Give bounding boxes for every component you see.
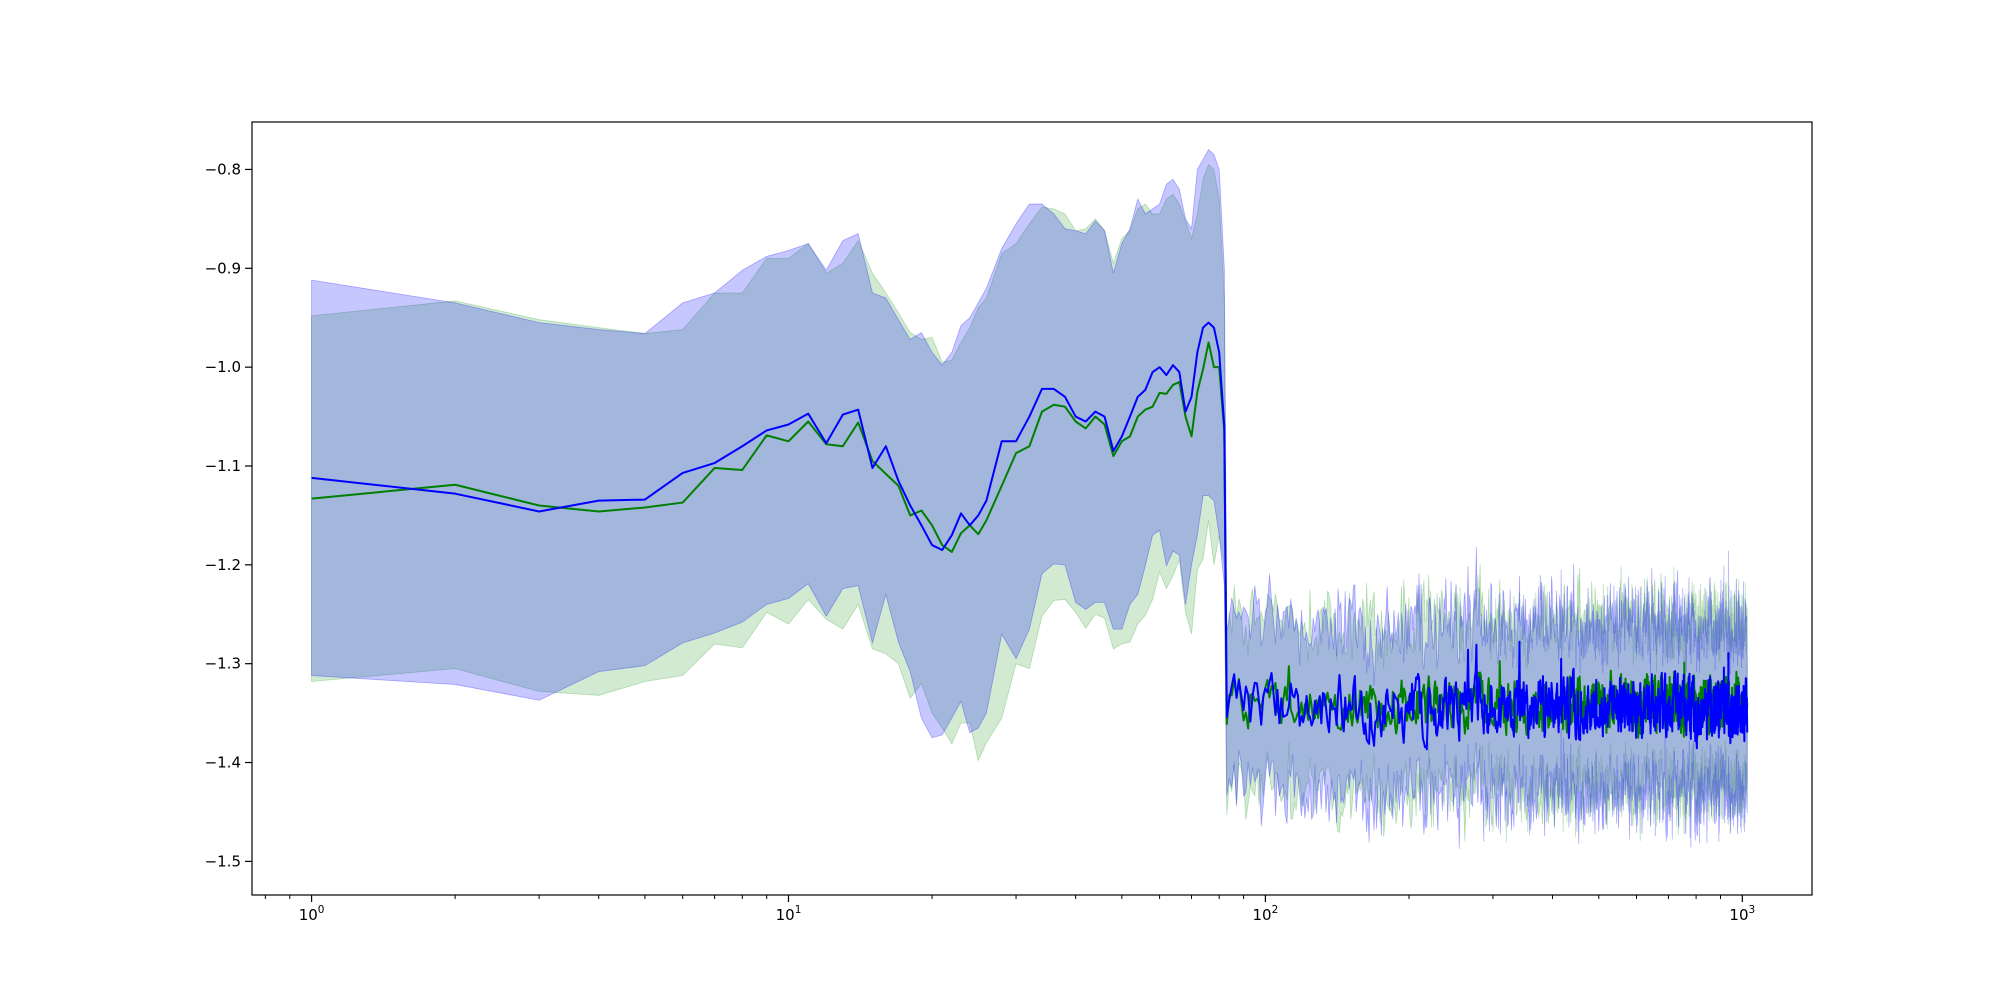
- y-tick-label: −1.3: [205, 655, 241, 673]
- y-tick-label: −1.2: [205, 556, 241, 574]
- x-tick-label: 102: [1253, 904, 1279, 924]
- confidence-bands: [311, 149, 1748, 849]
- plot-area: [311, 149, 1749, 849]
- y-tick-label: −1.4: [205, 754, 241, 772]
- y-tick-label: −1.1: [205, 457, 241, 475]
- y-tick-label: −0.9: [205, 259, 241, 277]
- x-tick-label: 100: [299, 904, 325, 924]
- axes-frame: [251, 121, 1813, 896]
- x-tick-label: 103: [1729, 904, 1755, 924]
- y-tick-label: −1.0: [205, 358, 241, 376]
- x-axis: 100 101 102 103: [264, 895, 1755, 924]
- y-tick-label: −0.8: [205, 160, 241, 178]
- x-tick-label: 101: [776, 904, 802, 924]
- confidence-band-2: [311, 149, 1748, 849]
- y-tick-label: −1.5: [205, 852, 241, 870]
- series-line-2: [311, 321, 1749, 751]
- series-lines: [311, 321, 1749, 751]
- y-axis: −0.8 −0.9 −1.0 −1.1 −1.2 −1.3 −1.4 −1.5: [205, 160, 252, 870]
- confidence-band-1: [311, 163, 1748, 843]
